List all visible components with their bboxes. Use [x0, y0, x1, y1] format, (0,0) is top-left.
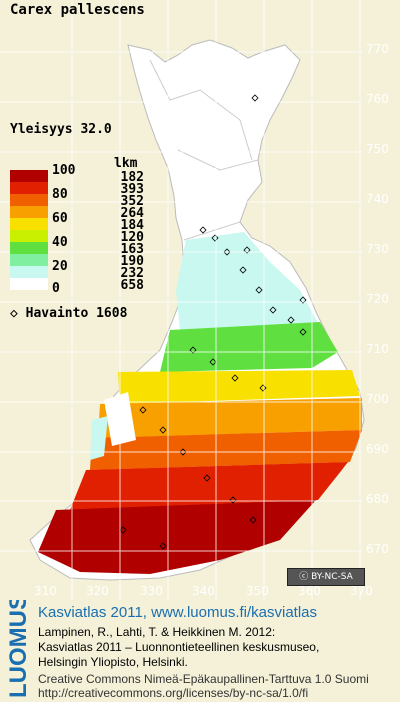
x-tick: 370 [350, 584, 373, 598]
grid-lines [0, 0, 362, 600]
legend-label: 20 [52, 259, 68, 274]
band-cyan-west [90, 416, 108, 460]
y-tick: 680 [366, 492, 389, 506]
cc-icon: ⓒ [299, 572, 309, 582]
observation-count: ◇ Havainto 1608 [10, 306, 127, 321]
legend-label: 100 [52, 163, 76, 178]
license-badge-label: BY-NC-SA [311, 572, 353, 582]
y-tick: 700 [366, 392, 389, 406]
y-tick: 760 [366, 92, 389, 106]
footer-license-text: Creative Commons Nimeä-Epäkaupallinen-Ta… [38, 672, 369, 686]
license-badge[interactable]: ⓒ BY-NC-SA [287, 568, 365, 586]
x-tick: 330 [140, 584, 163, 598]
footer-citation-2: Kasviatlas 2011 – Luonnontieteellinen ke… [38, 640, 320, 654]
band-darkred [38, 500, 316, 574]
legend-label: 0 [52, 281, 60, 296]
y-tick: 690 [366, 442, 389, 456]
distribution-map [0, 0, 365, 600]
legend-count: 184 [120, 218, 144, 233]
band-red [70, 462, 348, 510]
y-tick: 740 [366, 192, 389, 206]
legend-swatch-3 [10, 194, 48, 206]
footer-citation-1: Lampinen, R., Lahti, T. & Heikkinen M. 2… [38, 625, 276, 639]
legend-swatch-4 [10, 206, 48, 218]
legend-count: 120 [120, 230, 144, 245]
y-tick: 730 [366, 242, 389, 256]
legend-swatch-2 [10, 182, 48, 194]
x-tick: 310 [34, 584, 57, 598]
legend-label: 40 [52, 235, 68, 250]
y-tick: 750 [366, 142, 389, 156]
legend-count: 190 [120, 254, 144, 269]
legend-swatch-8 [10, 254, 48, 266]
legend-label: 60 [52, 211, 68, 226]
x-tick: 340 [192, 584, 215, 598]
legend-count: 393 [120, 182, 144, 197]
legend-label: 80 [52, 187, 68, 202]
y-tick: 770 [366, 42, 389, 56]
luomus-logo: LUOMUS [5, 600, 32, 698]
footer-atlas-link[interactable]: Kasviatlas 2011, www.luomus.fi/kasviatla… [38, 604, 318, 621]
legend-swatch-9 [10, 266, 48, 278]
band-orange [90, 430, 362, 470]
y-tick: 670 [366, 542, 389, 556]
legend-count-header: lkm [114, 156, 138, 171]
legend-count: 182 [120, 170, 144, 185]
y-tick: 710 [366, 342, 389, 356]
species-title: Carex pallescens [10, 2, 145, 18]
band-light [176, 232, 322, 330]
legend-count: 232 [120, 266, 144, 281]
observation-label: Havainto 1608 [25, 306, 128, 321]
footer-license-link[interactable]: http://creativecommons.org/licenses/by-n… [38, 686, 309, 700]
x-tick: 350 [246, 584, 269, 598]
legend-swatch-10 [10, 278, 48, 290]
x-tick: 320 [86, 584, 109, 598]
footer-citation-3: Helsingin Yliopisto, Helsinki. [38, 655, 188, 669]
frequency-label: Yleisyys 32.0 [10, 122, 112, 137]
legend-swatch-6 [10, 230, 48, 242]
legend-swatch-1 [10, 170, 48, 182]
footer [0, 600, 400, 702]
diamond-icon: ◇ [10, 306, 18, 321]
legend-count: 658 [120, 278, 144, 293]
y-tick: 720 [366, 292, 389, 306]
x-tick: 360 [298, 584, 321, 598]
luomus-wordmark: LUOMUS [5, 600, 32, 698]
legend-count: 264 [120, 206, 144, 221]
legend-count: 352 [120, 194, 144, 209]
band-yellow [118, 370, 360, 404]
legend-count: 163 [120, 242, 144, 257]
band-green [160, 322, 338, 372]
legend-swatch-7 [10, 242, 48, 254]
legend-swatch-5 [10, 218, 48, 230]
